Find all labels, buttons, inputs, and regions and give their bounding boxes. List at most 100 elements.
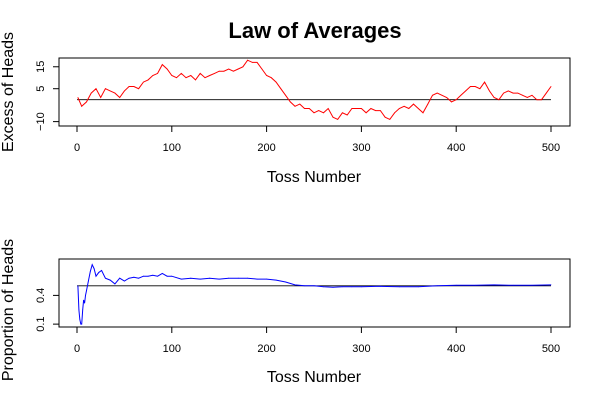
excess-data-point [389, 119, 391, 120]
proportion-data-point [77, 285, 79, 287]
excess-data-point [86, 101, 87, 103]
excess-data-point [152, 75, 154, 76]
excess-data-point [109, 90, 111, 92]
excess-data-point [280, 88, 282, 90]
excess-data-point [209, 75, 211, 76]
excess-data-point [479, 88, 481, 90]
proportion-data-point [313, 285, 315, 287]
proportion-data-point [190, 277, 192, 279]
excess-data-point [289, 101, 291, 103]
excess-data-point [460, 94, 462, 96]
excess-data-point [422, 112, 424, 114]
excess-data-point [195, 79, 196, 81]
excess-data-point [256, 62, 258, 63]
proportion-data-point [81, 323, 83, 325]
excess-data-point [90, 92, 92, 94]
proportion-of-heads-panel: 0 100 200 300 400 500 0.1 0.4 Toss Number Prop… [0, 239, 571, 386]
proportion-data-point [512, 284, 514, 286]
proportion-data-point [474, 284, 476, 286]
excess-data-point [455, 99, 457, 101]
excess-data-point [541, 99, 542, 101]
excess-data-point [157, 73, 159, 74]
proportion-data-point [294, 284, 296, 286]
excess-data-point [294, 105, 296, 107]
proportion-data-point [82, 309, 84, 311]
proportion-data-point [78, 309, 80, 311]
excess-data-point [308, 108, 310, 109]
excess-data-point [323, 112, 324, 114]
proportion-y-tick-label: 0.4 [35, 288, 47, 303]
proportion-data-point [275, 279, 277, 281]
proportion-of-heads-series-line [77, 263, 552, 325]
excess-data-point [233, 70, 234, 72]
excess-data-point [465, 90, 467, 92]
excess-x-tick-label: 0 [74, 142, 80, 154]
proportion-x-tick-label: 500 [542, 343, 560, 355]
proportion-data-point [88, 280, 89, 282]
proportion-data-point [166, 275, 168, 277]
proportion-x-tick-label: 300 [352, 343, 370, 355]
excess-data-point [223, 70, 225, 72]
excess-data-point [503, 92, 504, 94]
excess-data-point [285, 94, 286, 96]
excess-data-point [176, 77, 177, 79]
excess-data-point [361, 108, 362, 109]
proportion-x-tick-label: 400 [447, 343, 465, 355]
excess-data-point [427, 103, 429, 105]
excess-data-point [512, 92, 514, 94]
proportion-data-point [351, 286, 353, 288]
excess-data-point [180, 73, 182, 74]
excess-data-point [119, 97, 121, 98]
proportion-data-point [93, 268, 95, 269]
chart-title: Law of Averages [228, 18, 401, 43]
excess-x-tick-label: 300 [352, 142, 370, 154]
excess-data-point [147, 79, 149, 81]
excess-data-point [337, 119, 339, 120]
excess-data-point [417, 108, 419, 109]
excess-x-axis-title: Toss Number [267, 169, 362, 186]
proportion-data-point [95, 275, 97, 277]
proportion-y-axis-title: Proportion of Heads [0, 239, 17, 381]
proportion-data-point [80, 323, 82, 325]
proportion-x-tick-label: 0 [74, 343, 80, 355]
excess-data-point [318, 110, 320, 111]
excess-data-point [166, 68, 168, 70]
proportion-data-point [91, 264, 93, 266]
excess-data-point [199, 73, 201, 74]
proportion-y-tick-label: 0.1 [35, 316, 47, 331]
excess-y-tick-label: 15 [35, 61, 47, 73]
excess-data-point [342, 112, 343, 114]
excess-data-point [470, 86, 471, 87]
excess-data-point [536, 99, 538, 101]
excess-data-point [228, 68, 230, 70]
proportion-data-point [109, 279, 111, 281]
excess-data-point [413, 103, 414, 105]
excess-data-point [526, 97, 528, 98]
excess-data-point [95, 88, 97, 90]
excess-data-point [161, 64, 163, 65]
proportion-data-point [550, 284, 552, 286]
excess-data-point [171, 75, 173, 76]
proportion-data-point [380, 285, 381, 287]
excess-data-point [266, 75, 267, 76]
proportion-data-point [101, 270, 102, 271]
proportion-data-point [124, 280, 125, 282]
proportion-data-point [143, 275, 144, 277]
excess-data-point [252, 62, 253, 63]
excess-data-point [550, 86, 552, 87]
excess-data-point [545, 92, 547, 94]
proportion-data-point [161, 273, 163, 274]
excess-x-tick-label: 100 [163, 142, 181, 154]
excess-data-point [484, 81, 485, 83]
proportion-data-point [237, 277, 239, 279]
proportion-data-point [138, 277, 140, 279]
proportion-data-points [77, 264, 552, 325]
excess-data-point [370, 108, 372, 109]
excess-data-point [275, 81, 277, 83]
excess-data-point [346, 114, 348, 116]
excess-data-point [304, 108, 305, 109]
proportion-data-point [332, 286, 334, 288]
excess-data-point [327, 108, 329, 109]
proportion-data-point [228, 277, 230, 279]
